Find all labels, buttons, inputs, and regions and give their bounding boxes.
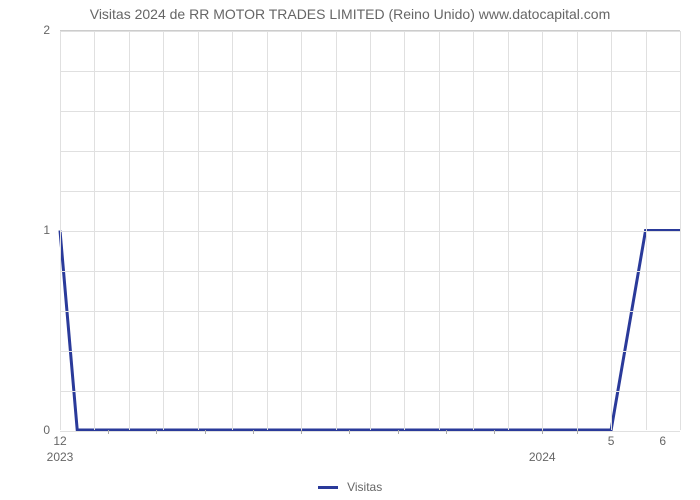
legend-label: Visitas bbox=[347, 480, 382, 494]
x-year-label: 2024 bbox=[529, 450, 556, 464]
x-minor-tick bbox=[301, 430, 302, 434]
x-minor-tick bbox=[205, 430, 206, 434]
chart-title: Visitas 2024 de RR MOTOR TRADES LIMITED … bbox=[0, 6, 700, 22]
gridline-horizontal bbox=[60, 31, 680, 32]
gridline-horizontal-minor bbox=[60, 191, 680, 192]
x-axis-labels-top: 1256 bbox=[60, 434, 680, 450]
gridline-horizontal-minor bbox=[60, 151, 680, 152]
x-minor-tick bbox=[494, 430, 495, 434]
x-minor-tick bbox=[577, 430, 578, 434]
gridline-horizontal bbox=[60, 431, 680, 432]
x-minor-tick bbox=[253, 430, 254, 434]
gridline-horizontal-minor bbox=[60, 71, 680, 72]
x-tick-label: 5 bbox=[608, 434, 615, 448]
x-axis-labels-bottom: 20232024 bbox=[60, 450, 680, 466]
x-minor-tick bbox=[156, 430, 157, 434]
gridline-horizontal-minor bbox=[60, 311, 680, 312]
legend-swatch bbox=[318, 486, 338, 489]
gridline-horizontal-minor bbox=[60, 351, 680, 352]
x-minor-tick bbox=[349, 430, 350, 434]
gridline-horizontal-minor bbox=[60, 391, 680, 392]
gridline-horizontal-minor bbox=[60, 111, 680, 112]
x-minor-tick bbox=[542, 430, 543, 434]
gridline-vertical bbox=[680, 31, 681, 430]
gridline-horizontal bbox=[60, 231, 680, 232]
x-minor-tick bbox=[446, 430, 447, 434]
x-tick-label: 6 bbox=[659, 434, 666, 448]
y-tick-label: 1 bbox=[20, 223, 50, 237]
plot-area bbox=[60, 30, 680, 430]
x-tick-label: 12 bbox=[53, 434, 66, 448]
y-tick-label: 0 bbox=[20, 423, 50, 437]
chart-container: Visitas 2024 de RR MOTOR TRADES LIMITED … bbox=[0, 0, 700, 500]
gridline-horizontal-minor bbox=[60, 271, 680, 272]
x-minor-tick bbox=[398, 430, 399, 434]
y-tick-label: 2 bbox=[20, 23, 50, 37]
y-axis: 012 bbox=[40, 30, 54, 430]
x-year-label: 2023 bbox=[47, 450, 74, 464]
x-minor-tick bbox=[108, 430, 109, 434]
legend: Visitas bbox=[0, 479, 700, 494]
